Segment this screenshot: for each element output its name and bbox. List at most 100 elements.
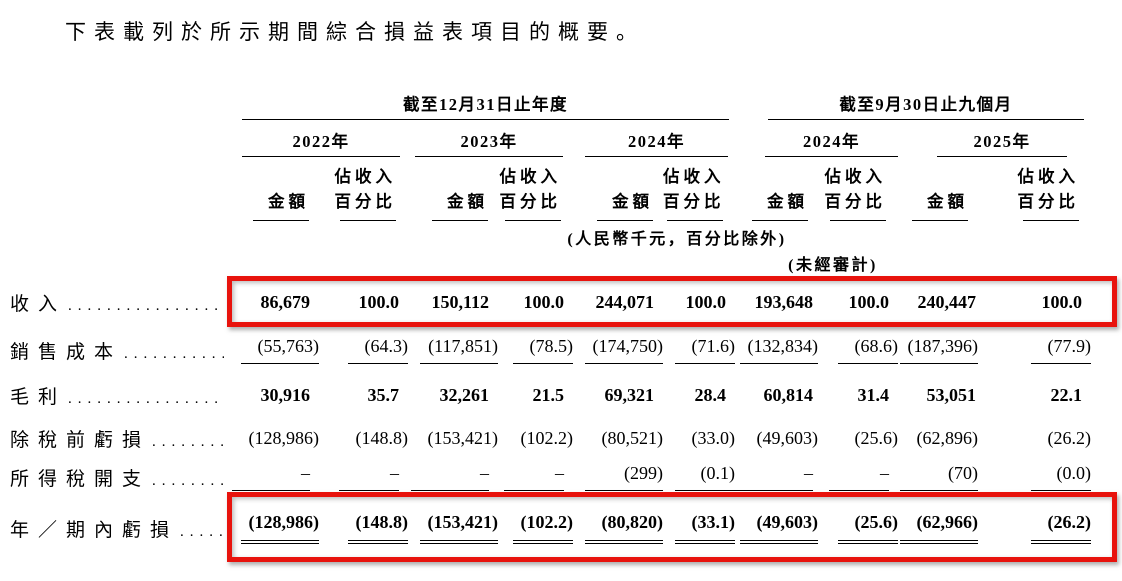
group-header-annual-label: 截至12月31日止年度	[242, 91, 730, 120]
divider	[830, 220, 887, 221]
value-cell: (80,820)	[573, 495, 663, 561]
table-row-revenue: 收入......................................…	[10, 277, 1115, 327]
row-label: 除稅前虧損	[10, 429, 151, 451]
value-cell: (128,986)	[228, 495, 319, 561]
divider	[505, 220, 561, 221]
value-cell: (102.2)	[520, 427, 574, 448]
value-cell: (153,421)	[408, 495, 498, 561]
value-cell: (68.6)	[818, 327, 899, 373]
unaudited-note: (未經審計)	[788, 257, 878, 274]
table-row-gross-profit: 毛利......................................…	[10, 373, 1115, 417]
value-cell: 22.1	[1050, 384, 1083, 405]
dot-leader: ........................................…	[68, 390, 224, 407]
year-header-2024: 2024年	[573, 120, 735, 157]
financial-table: 截至12月31日止年度 截至9月30日止九個月 2022年 2023年 2024…	[10, 88, 1115, 561]
row-label: 收入	[10, 293, 67, 315]
value-cell: 150,112	[431, 291, 489, 312]
value-cell: 240,447	[917, 291, 977, 312]
value-cell: 28.4	[694, 384, 727, 405]
column-header-pct: 佔收入 百分比	[663, 157, 735, 221]
value-cell: 100.0	[1041, 291, 1083, 312]
currency-unit-note: (人民幣千元，百分比除外)	[567, 231, 787, 248]
column-header-pct: 佔收入 百分比	[978, 157, 1115, 221]
value-cell: (80,521)	[601, 427, 664, 448]
value-cell: (0.1)	[663, 459, 736, 495]
spacer-cell	[10, 88, 228, 120]
value-cell: (148.8)	[319, 495, 408, 561]
table-row-cost-of-sales: 銷售成本....................................…	[10, 327, 1115, 373]
value-cell: 32,261	[439, 384, 490, 405]
value-cell: 193,648	[754, 291, 814, 312]
column-header-amount: 金額	[408, 157, 498, 221]
year-header-row: 2022年 2023年 2024年 2024年 2025年	[10, 120, 1115, 157]
value-cell: 60,814	[763, 384, 814, 405]
value-cell: (132,834)	[735, 327, 819, 373]
value-cell: (77.9)	[978, 327, 1115, 373]
table-row-income-tax-expense: 所得稅開支...................................…	[10, 459, 1115, 495]
value-cell: (33.1)	[663, 495, 736, 561]
table-row-loss-before-tax: 除稅前虧損...................................…	[10, 417, 1115, 459]
value-cell: 31.4	[857, 384, 890, 405]
divider	[912, 220, 969, 221]
divider	[752, 220, 809, 221]
value-cell: (49,603)	[756, 427, 819, 448]
value-cell: (25.6)	[854, 427, 899, 448]
row-label: 年／期內虧損	[10, 519, 179, 541]
value-cell: (25.6)	[818, 495, 899, 561]
row-label: 銷售成本	[10, 341, 123, 363]
value-cell: (0.0)	[978, 459, 1115, 495]
column-header-amount: 金額	[898, 157, 978, 221]
dot-leader: ........................................…	[152, 433, 224, 450]
value-cell: –	[228, 459, 319, 495]
value-cell: (128,986)	[248, 427, 320, 448]
dot-leader: ........................................…	[68, 297, 224, 314]
row-label: 所得稅開支	[10, 468, 151, 490]
value-cell: (49,603)	[735, 495, 819, 561]
value-cell: (62,896)	[916, 427, 979, 448]
value-cell: (78.5)	[498, 327, 573, 373]
year-header-2023: 2023年	[408, 120, 573, 157]
value-cell: (102.2)	[498, 495, 573, 561]
column-header-amount: 金額	[228, 157, 319, 221]
value-cell: (187,396)	[898, 327, 979, 373]
column-header-amount: 金額	[573, 157, 663, 221]
column-header-pct: 佔收入 百分比	[319, 157, 408, 221]
notes-row: (人民幣千元，百分比除外) (未經審計)	[10, 221, 1115, 277]
value-cell: 35.7	[367, 384, 400, 405]
value-cell: (26.2)	[978, 495, 1115, 561]
value-cell: (62,966)	[898, 495, 979, 561]
group-header-annual: 截至12月31日止年度	[228, 88, 735, 120]
spacer-cell	[10, 157, 228, 221]
column-header-amount: 金額	[735, 157, 818, 221]
value-cell: 100.0	[848, 291, 890, 312]
value-cell: 69,321	[604, 384, 655, 405]
year-header-2025: 2025年	[898, 120, 1115, 157]
group-header-nine-months-label: 截至9月30日止九個月	[768, 91, 1085, 120]
value-cell: (174,750)	[573, 327, 663, 373]
value-cell: (64.3)	[319, 327, 408, 373]
spacer-cell	[10, 120, 228, 157]
value-cell: (33.0)	[691, 427, 736, 448]
value-cell: 53,051	[926, 384, 977, 405]
value-cell: 86,679	[260, 291, 311, 312]
dot-leader: ........................................…	[180, 523, 224, 540]
value-cell: 100.0	[685, 291, 727, 312]
column-header-row: 金額 佔收入 百分比 金額 佔收入 百分比 金額 佔收入 百分比 金額 佔收入 百分比 …	[10, 157, 1115, 221]
value-cell: –	[735, 459, 818, 495]
value-cell: 30,916	[260, 384, 311, 405]
page-title: 下表載列於所示期間綜合損益表項目的概要。	[65, 20, 645, 44]
value-cell: 21.5	[532, 384, 565, 405]
value-cell: (26.2)	[1047, 427, 1092, 448]
column-header-pct: 佔收入 百分比	[818, 157, 898, 221]
row-label: 毛利	[10, 386, 67, 408]
value-cell: (71.6)	[663, 327, 736, 373]
divider	[1023, 220, 1080, 221]
value-cell: (55,763)	[228, 327, 319, 373]
table-row-net-loss: 年／期內虧損..................................…	[10, 495, 1115, 561]
column-header-pct: 佔收入 百分比	[498, 157, 573, 221]
value-cell: (299)	[573, 459, 663, 495]
value-cell: (153,421)	[427, 427, 499, 448]
period-group-header-row: 截至12月31日止年度 截至9月30日止九個月	[10, 88, 1115, 120]
value-cell: 100.0	[358, 291, 400, 312]
dot-leader: ........................................…	[124, 345, 224, 362]
